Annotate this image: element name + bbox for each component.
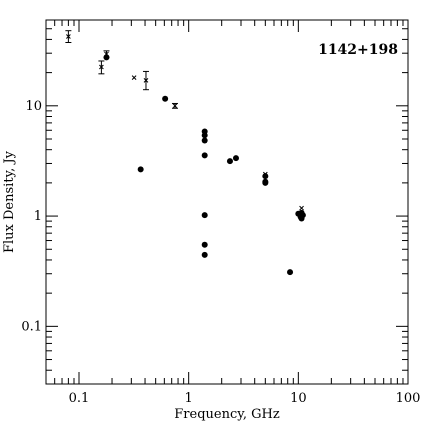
x-axis-label: Frequency, GHz xyxy=(174,407,280,422)
data-point xyxy=(162,95,169,102)
cross-mark xyxy=(66,34,71,39)
data-point xyxy=(201,212,208,219)
data-point-errorbar xyxy=(65,30,72,44)
data-point xyxy=(262,173,269,180)
cross-mark xyxy=(131,75,137,81)
x-tick-label: 1 xyxy=(185,391,193,406)
data-point-errorbar xyxy=(299,205,304,211)
y-tick-label: 1 xyxy=(34,209,42,224)
x-tick-label: 0.1 xyxy=(69,391,90,406)
data-point-errorbar xyxy=(262,171,268,177)
data-point xyxy=(201,152,208,159)
data-point xyxy=(287,269,294,276)
axis-ticks: 0.1 1 10 100 0.1 1 10 xyxy=(21,19,421,406)
cross-mark xyxy=(299,205,304,211)
data-point xyxy=(201,251,208,258)
data-point-errorbar xyxy=(98,60,105,75)
data-point-errorbar xyxy=(103,50,110,58)
data-point xyxy=(201,132,208,139)
data-point-errorbar xyxy=(131,75,137,81)
data-point xyxy=(226,158,233,165)
cross-mark xyxy=(99,64,104,70)
cross-mark xyxy=(172,103,178,109)
chart-title: 1142+198 xyxy=(318,42,398,58)
data-point-errorbar xyxy=(142,70,149,91)
data-point xyxy=(232,155,239,162)
cross-mark xyxy=(143,78,149,83)
data-point-errorbar xyxy=(171,102,178,109)
y-tick-label: 10 xyxy=(25,99,42,114)
cross-mark xyxy=(104,51,109,57)
data-point xyxy=(137,166,144,173)
data-point xyxy=(262,179,269,186)
x-tick-label: 100 xyxy=(396,391,421,406)
data-points xyxy=(65,30,306,276)
cross-mark xyxy=(262,171,268,177)
data-point xyxy=(299,212,306,219)
data-point xyxy=(201,241,208,248)
y-axis-label: Flux Density, Jy xyxy=(2,150,17,253)
plot-frame xyxy=(45,19,409,385)
y-tick-label: 0.1 xyxy=(21,319,42,334)
data-point xyxy=(201,137,208,144)
x-tick-label: 10 xyxy=(290,391,307,406)
